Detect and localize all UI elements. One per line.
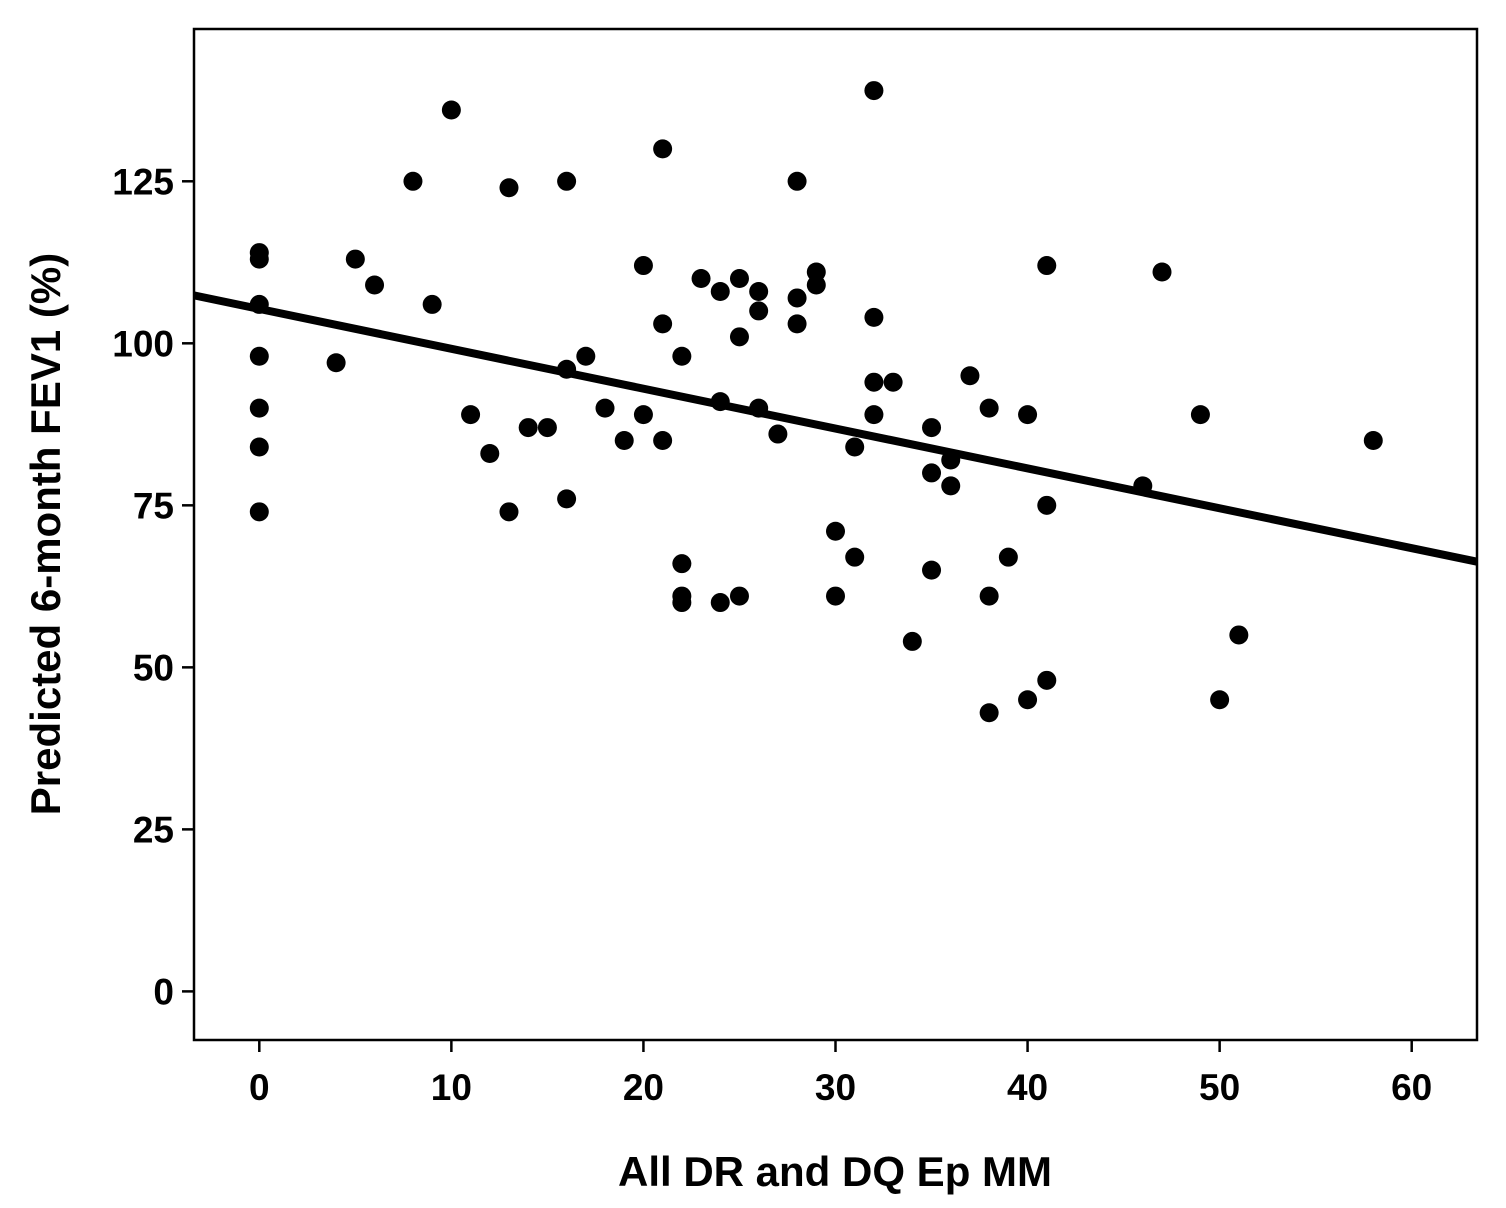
- data-point: [249, 346, 269, 366]
- data-point: [672, 554, 692, 574]
- y-tick-label: 125: [112, 161, 174, 202]
- data-point: [1037, 670, 1057, 690]
- data-point: [249, 249, 269, 269]
- data-point: [710, 281, 730, 301]
- data-point: [653, 431, 673, 451]
- data-point: [749, 301, 769, 321]
- data-point: [979, 703, 999, 723]
- data-point: [1018, 405, 1038, 425]
- data-point: [1210, 690, 1230, 710]
- data-point: [1190, 405, 1210, 425]
- data-point: [864, 307, 884, 327]
- data-point: [826, 586, 845, 606]
- data-point: [614, 431, 634, 451]
- y-tick-label: 25: [133, 809, 174, 850]
- data-point: [653, 314, 673, 334]
- y-tick-label: 50: [133, 647, 174, 688]
- data-point: [595, 398, 615, 418]
- x-tick-label: 0: [249, 1067, 270, 1108]
- data-point: [499, 178, 519, 198]
- data-point: [979, 586, 999, 606]
- data-point: [1363, 431, 1383, 451]
- data-point: [345, 249, 365, 269]
- data-point: [633, 256, 653, 276]
- data-point: [806, 275, 826, 295]
- data-points: [249, 81, 1383, 723]
- data-point: [864, 372, 884, 392]
- data-point: [653, 139, 673, 159]
- data-point: [537, 418, 557, 438]
- x-tick-label: 30: [815, 1067, 856, 1108]
- data-point: [441, 100, 461, 120]
- y-axis-ticks: 0 25 50 75 100 125: [112, 161, 194, 1012]
- data-point: [365, 275, 385, 295]
- data-point: [998, 547, 1018, 567]
- data-point: [787, 171, 807, 191]
- x-tick-label: 10: [431, 1067, 472, 1108]
- x-tick-label: 60: [1391, 1067, 1432, 1108]
- data-point: [1229, 625, 1249, 645]
- y-tick-label: 75: [133, 485, 174, 526]
- data-point: [1037, 256, 1057, 276]
- regression-line: [193, 291, 1478, 566]
- data-point: [249, 398, 269, 418]
- y-axis-label: Predicted 6-month FEV1 (%): [22, 253, 69, 815]
- data-point: [633, 405, 653, 425]
- data-point: [1152, 262, 1172, 282]
- data-point: [922, 560, 942, 580]
- data-point: [922, 418, 942, 438]
- x-axis-label: All DR and DQ Ep MM: [618, 1148, 1052, 1195]
- data-point: [518, 418, 538, 438]
- data-point: [883, 372, 903, 392]
- data-point: [710, 593, 730, 613]
- data-point: [672, 593, 692, 613]
- data-point: [422, 294, 442, 314]
- y-tick-label: 0: [153, 971, 174, 1012]
- data-point: [557, 171, 577, 191]
- data-point: [864, 405, 884, 425]
- data-point: [729, 269, 749, 289]
- data-point: [691, 269, 711, 289]
- data-point: [979, 398, 999, 418]
- data-point: [403, 171, 423, 191]
- x-tick-label: 50: [1199, 1067, 1240, 1108]
- data-point: [249, 437, 269, 457]
- data-point: [499, 502, 519, 522]
- data-point: [864, 81, 884, 101]
- data-point: [557, 489, 577, 509]
- data-point: [787, 314, 807, 334]
- data-point: [845, 547, 865, 567]
- x-axis-ticks: 0 10 20 30 40 50 60: [249, 1040, 1432, 1108]
- data-point: [480, 443, 500, 463]
- data-point: [461, 405, 481, 425]
- data-point: [787, 288, 807, 308]
- data-point: [768, 424, 788, 444]
- x-tick-label: 20: [623, 1067, 664, 1108]
- data-point: [249, 502, 269, 522]
- data-point: [1018, 690, 1038, 710]
- data-point: [576, 346, 596, 366]
- data-point: [729, 586, 749, 606]
- data-point: [672, 346, 692, 366]
- data-point: [902, 631, 922, 651]
- y-tick-label: 100: [112, 323, 174, 364]
- data-point: [845, 437, 865, 457]
- data-point: [1037, 495, 1057, 515]
- data-point: [749, 281, 769, 301]
- data-point: [941, 476, 961, 496]
- data-point: [326, 353, 346, 373]
- x-tick-label: 40: [1007, 1067, 1048, 1108]
- data-point: [960, 366, 980, 386]
- data-point: [729, 327, 749, 347]
- data-point: [826, 521, 845, 541]
- data-point: [922, 463, 942, 483]
